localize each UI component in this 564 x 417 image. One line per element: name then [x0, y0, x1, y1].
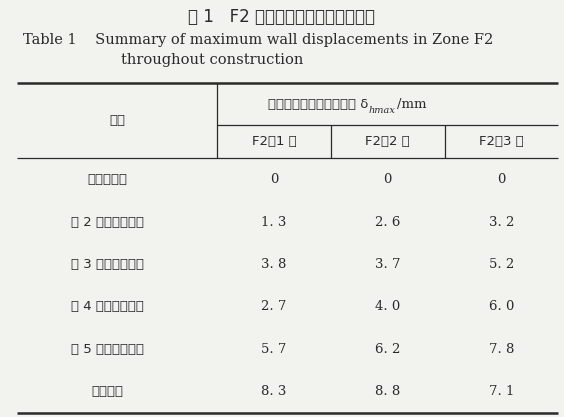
- Text: F2－1 区: F2－1 区: [252, 135, 297, 148]
- Text: 第 5 道钢支撑安装: 第 5 道钢支撑安装: [70, 343, 144, 356]
- Text: 4. 0: 4. 0: [375, 300, 400, 313]
- Text: 底板浇筑: 底板浇筑: [91, 385, 123, 398]
- Text: 7. 1: 7. 1: [489, 385, 514, 398]
- Text: 2. 7: 2. 7: [261, 300, 287, 313]
- Text: 5. 2: 5. 2: [489, 258, 514, 271]
- Text: 第 3 道钢支撑安装: 第 3 道钢支撑安装: [70, 258, 144, 271]
- Text: 0: 0: [384, 173, 392, 186]
- Text: 第 2 道钢支撑安装: 第 2 道钢支撑安装: [70, 216, 144, 229]
- Text: 2. 6: 2. 6: [375, 216, 400, 229]
- Text: 表 1   F2 区邻地铁侧围护体最大测斜: 表 1 F2 区邻地铁侧围护体最大测斜: [188, 8, 376, 26]
- Text: 0: 0: [497, 173, 506, 186]
- Text: 3. 2: 3. 2: [489, 216, 514, 229]
- Text: 基坑开挖前: 基坑开挖前: [87, 173, 127, 186]
- Text: 6. 0: 6. 0: [489, 300, 514, 313]
- Text: 邻地铁侧围护体最大测斜 δ: 邻地铁侧围护体最大测斜 δ: [268, 98, 368, 111]
- Text: 1. 3: 1. 3: [261, 216, 287, 229]
- Text: F2－3 区: F2－3 区: [479, 135, 524, 148]
- Text: 6. 2: 6. 2: [375, 343, 400, 356]
- Text: F2－2 区: F2－2 区: [365, 135, 410, 148]
- Text: throughout construction: throughout construction: [121, 53, 303, 68]
- Text: /mm: /mm: [397, 98, 427, 111]
- Text: 8. 3: 8. 3: [261, 385, 287, 398]
- Text: 3. 7: 3. 7: [375, 258, 400, 271]
- Text: 5. 7: 5. 7: [261, 343, 287, 356]
- Text: 第 4 道钢支撑安装: 第 4 道钢支撑安装: [70, 300, 144, 313]
- Text: 7. 8: 7. 8: [489, 343, 514, 356]
- Text: 工况: 工况: [109, 114, 125, 128]
- Text: 8. 8: 8. 8: [375, 385, 400, 398]
- Text: hmax: hmax: [368, 106, 395, 115]
- Text: 0: 0: [270, 173, 278, 186]
- Text: Table 1    Summary of maximum wall displacements in Zone F2: Table 1 Summary of maximum wall displace…: [23, 33, 493, 47]
- Text: 3. 8: 3. 8: [261, 258, 287, 271]
